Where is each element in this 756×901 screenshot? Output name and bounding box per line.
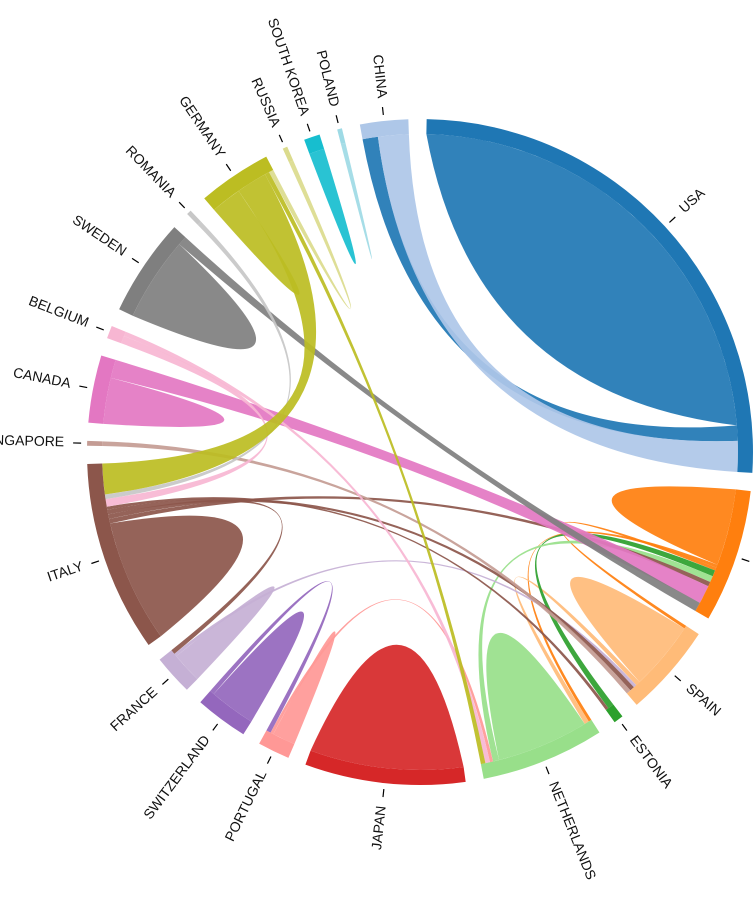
label-japan: JAPAN (368, 805, 389, 851)
label-romania: ROMANIA (123, 142, 180, 201)
ribbon-south-korea-to-south-korea (309, 148, 356, 265)
arc-switzerland (200, 690, 252, 735)
label-netherlands: NETHERLANDS (546, 779, 600, 882)
tick-uk (741, 558, 750, 562)
label-china: CHINA (370, 54, 391, 100)
label-belgium: BELGIUM (27, 292, 92, 330)
tick-russia (278, 134, 284, 143)
tick-belgium (96, 326, 104, 331)
arc-romania (187, 210, 201, 225)
tick-sweden (131, 257, 140, 264)
arc-italy (87, 463, 161, 645)
arc-germany (204, 156, 274, 210)
arc-south-korea (304, 134, 325, 154)
label-spain: SPAIN (683, 680, 724, 719)
tick-netherlands (545, 766, 550, 775)
label-poland: POLAND (314, 48, 343, 108)
tick-italy (91, 560, 100, 565)
ribbon-switzerland-to-switzerland (213, 611, 305, 722)
arc-china (359, 119, 409, 140)
ribbon-poland-to-poland (340, 142, 373, 260)
arc-netherlands (480, 719, 600, 779)
label-usa: USA (676, 184, 709, 216)
tick-estonia (621, 723, 628, 731)
ribbon-portugal-to-portugal (273, 631, 336, 745)
tick-portugal (266, 756, 272, 764)
ribbon-usa-to-usa (426, 134, 737, 426)
label-switzerland: SWITZERLAND (140, 732, 213, 822)
ribbon-france-to-france (176, 586, 275, 680)
arc-estonia (605, 704, 623, 723)
arcs-layer (87, 119, 753, 785)
label-italy: ITALY (45, 557, 86, 584)
ribbon-germany-to-italy (102, 174, 317, 495)
label-canada: CANADA (12, 364, 73, 391)
tick-japan (382, 789, 385, 798)
arc-canada (88, 355, 116, 424)
tick-canada (79, 385, 88, 389)
tick-switzerland (212, 723, 219, 731)
tick-germany (225, 163, 232, 172)
arc-portugal (259, 730, 295, 758)
arc-japan (305, 750, 466, 785)
tick-china (381, 106, 384, 116)
arc-singapore (87, 440, 103, 447)
arc-uk (695, 489, 751, 619)
tick-south-korea (306, 123, 311, 132)
arc-poland (337, 128, 346, 144)
ribbon-germany-to-germany (213, 190, 300, 295)
ribbon-italy-to-italy (110, 515, 244, 637)
label-portugal: PORTUGAL (221, 767, 269, 843)
ribbon-japan-to-japan (310, 644, 464, 770)
arc-belgium (107, 326, 126, 344)
ribbon-netherlands-to-netherlands (486, 632, 585, 761)
label-france: FRANCE (107, 684, 160, 734)
ribbon-estonia-to-uk (534, 533, 716, 709)
tick-spain (674, 675, 682, 682)
label-singapore: SINGAPORE (0, 431, 64, 449)
ribbon-canada-to-uk (110, 359, 709, 603)
arc-france (159, 650, 198, 690)
tick-usa (669, 216, 676, 223)
arc-sweden (119, 227, 186, 316)
tick-romania (178, 201, 186, 209)
arc-spain (626, 625, 699, 705)
ribbon-spain-to-spain (570, 576, 685, 682)
label-germany: GERMANY (176, 93, 229, 161)
ribbon-uk-to-uk (611, 486, 736, 565)
ribbon-italy-to-france (108, 499, 283, 654)
label-estonia: ESTONIA (627, 732, 677, 791)
arc-russia (282, 146, 294, 163)
tick-france (161, 678, 169, 685)
ribbon-sweden-to-sweden (132, 244, 257, 350)
label-sweden: SWEDEN (70, 211, 130, 259)
ribbons-layer (102, 134, 739, 770)
label-russia: RUSSIA (248, 75, 284, 130)
tick-poland (335, 115, 339, 124)
ribbon-switzerland-to-portugal (210, 581, 333, 733)
ribbon-canada-to-canada (103, 377, 225, 427)
